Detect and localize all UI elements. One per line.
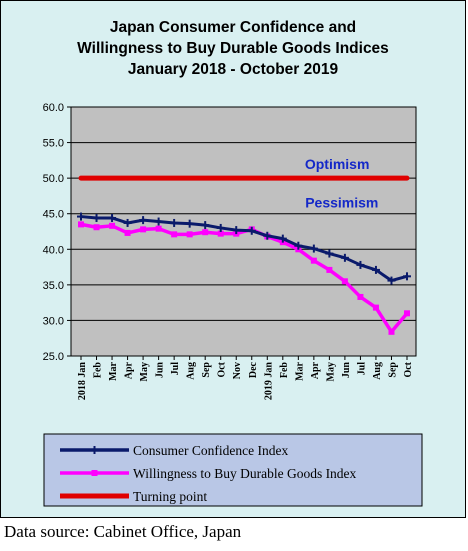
x-tick-label: 2019 Jan (263, 362, 274, 401)
legend-entry: Consumer Confidence Index (60, 443, 288, 458)
legend-label: Consumer Confidence Index (133, 443, 288, 458)
legend-label: Turning point (133, 489, 207, 504)
data-point (201, 221, 210, 230)
x-tick-label: Aug (186, 362, 197, 380)
data-point (232, 226, 241, 235)
data-point (123, 218, 132, 227)
data-point (294, 241, 303, 250)
data-point (340, 253, 349, 262)
chart-title: Japan Consumer Confidence and Willingness… (77, 19, 389, 78)
x-tick-label: Oct (217, 361, 228, 377)
data-point (155, 225, 162, 232)
chart: Japan Consumer Confidence and Willingness… (0, 0, 466, 518)
data-point (356, 260, 365, 269)
x-axis: 2018 Jan Feb Mar Apr May Jun Jul Aug Sep Oct Nov De… (77, 356, 414, 400)
x-tick-label: Oct (403, 361, 414, 377)
data-point (77, 212, 85, 221)
data-point (139, 216, 148, 225)
data-point (247, 226, 256, 235)
series-line (79, 215, 409, 283)
x-tick-label: May (139, 362, 150, 381)
data-point (109, 222, 116, 229)
data-point (202, 229, 209, 236)
y-tick-label: 40.0 (43, 244, 64, 256)
y-tick-label: 35.0 (43, 280, 64, 292)
y-tick-label: 50.0 (43, 173, 64, 185)
x-tick-label: Jul (356, 362, 367, 376)
data-point (403, 272, 411, 281)
data-point (388, 328, 395, 335)
x-tick-label: Aug (372, 362, 383, 380)
x-tick-label: Mar (294, 361, 305, 380)
x-tick-label: Sep (387, 362, 398, 378)
series-lines (77, 175, 411, 335)
y-tick-label: 60.0 (43, 102, 64, 114)
data-point (404, 310, 410, 317)
data-point (170, 218, 179, 227)
data-point (341, 278, 348, 285)
data-point (216, 223, 225, 232)
data-point (92, 213, 101, 222)
data-point (186, 231, 193, 238)
x-tick-label: Sep (201, 362, 212, 378)
data-point (310, 257, 317, 264)
annotation-label: Optimism (305, 156, 370, 172)
data-point (93, 224, 100, 231)
data-point (171, 231, 178, 238)
data-point (263, 231, 272, 240)
x-tick-label: Feb (93, 362, 104, 379)
x-tick-label: Jun (341, 362, 352, 379)
y-tick-label: 45.0 (43, 209, 64, 221)
x-tick-label: Feb (279, 362, 290, 379)
chart-title-line: January 2018 - October 2019 (128, 61, 339, 78)
data-point (372, 304, 379, 311)
data-point (140, 226, 147, 233)
data-point (108, 213, 117, 222)
data-point (371, 265, 380, 274)
source-note: Data source: Cabinet Office, Japan (4, 522, 242, 541)
y-tick-label: 25.0 (43, 351, 64, 363)
data-point (78, 221, 84, 228)
legend-entry: Turning point (60, 489, 207, 504)
x-tick-label: Jul (170, 362, 181, 376)
y-axis: 60.0 55.0 50.0 45.0 40.0 35.0 30.0 25.0 (43, 102, 71, 363)
chart-title-line: Willingness to Buy Durable Goods Indices (77, 40, 389, 57)
data-point (278, 234, 287, 243)
legend-entry: Willingness to Buy Durable Goods Index (60, 466, 357, 481)
y-tick-label: 55.0 (43, 138, 64, 150)
chart-frame: Japan Consumer Confidence and Willingness… (0, 0, 466, 518)
annotations: Optimism Pessimism (305, 156, 379, 210)
data-point (325, 249, 334, 258)
x-tick-label: Dec (248, 361, 259, 378)
x-tick-label: Nov (232, 362, 243, 379)
legend: Consumer Confidence Index Willingness to … (43, 433, 423, 507)
x-tick-label: Jun (155, 362, 166, 379)
data-point (91, 470, 98, 476)
x-tick-label: Apr (124, 361, 135, 379)
data-point (154, 217, 163, 226)
x-tick-label: 2018 Jan (77, 362, 88, 401)
data-point (326, 266, 333, 273)
data-point (309, 244, 318, 253)
data-point (185, 219, 194, 228)
data-point (217, 230, 224, 237)
legend-label: Willingness to Buy Durable Goods Index (133, 466, 357, 481)
data-point (387, 276, 396, 285)
series-consumer-confidence-index (77, 212, 411, 285)
x-tick-label: May (325, 362, 336, 381)
data-point (90, 446, 99, 454)
chart-title-line: Japan Consumer Confidence and (110, 19, 356, 36)
y-tick-label: 30.0 (43, 315, 64, 327)
x-tick-label: Apr (310, 361, 321, 379)
annotation-label: Pessimism (305, 194, 378, 210)
data-point (124, 229, 131, 236)
data-point (357, 293, 364, 300)
x-tick-label: Mar (108, 361, 119, 380)
